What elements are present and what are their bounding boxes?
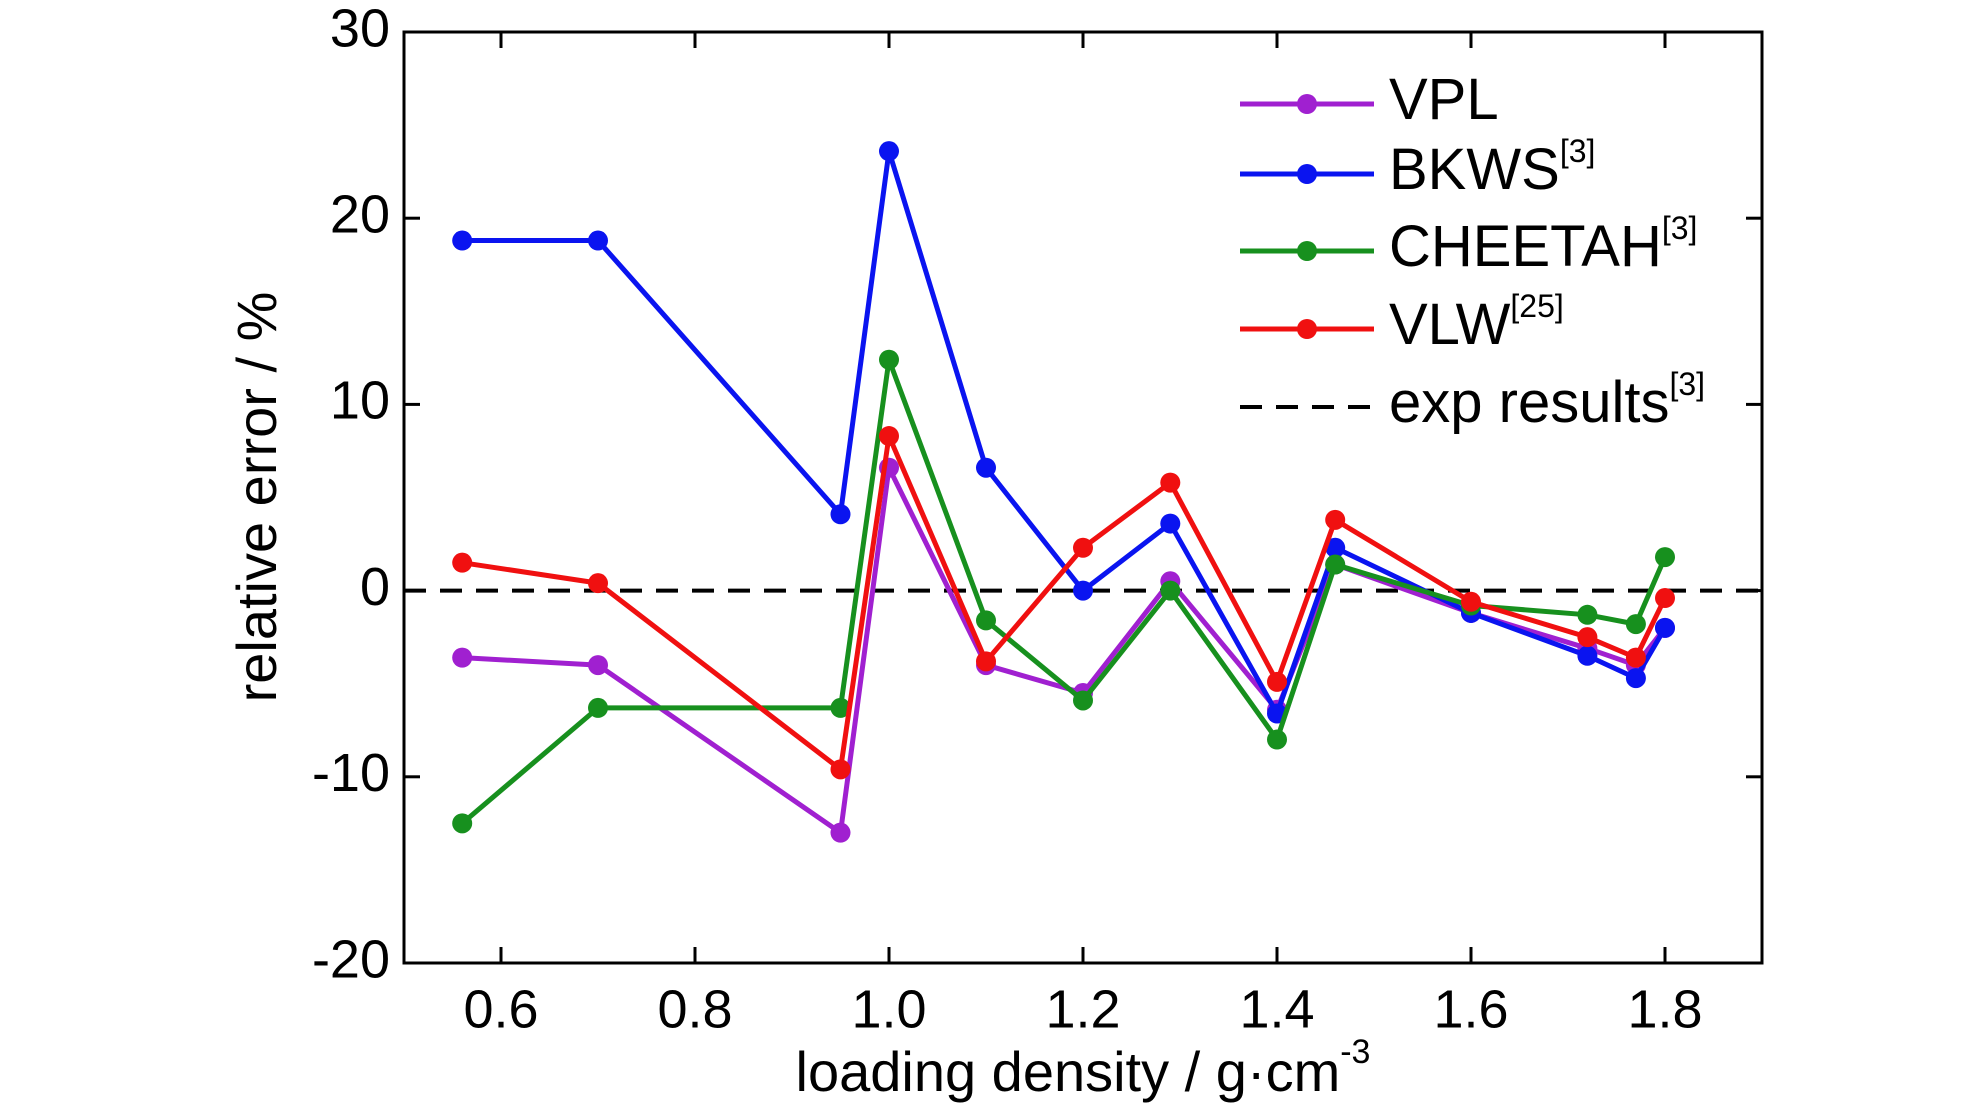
data-point (1073, 580, 1093, 601)
legend-name: VLW (1389, 292, 1511, 357)
x-axis-label: loading density / g·cm-3 (796, 1033, 1371, 1103)
data-point (1625, 668, 1646, 689)
y-tick-label: 10 (330, 371, 390, 431)
data-point (1655, 588, 1675, 609)
legend-marker (1297, 241, 1317, 261)
y-tick-label: 20 (330, 184, 390, 244)
data-point (1577, 627, 1598, 648)
legend-ref: [3] (1560, 133, 1596, 169)
data-point (879, 426, 899, 447)
legend-label: VLW[25] (1389, 288, 1564, 357)
data-point (1625, 614, 1646, 635)
x-axis-label-sup: -3 (1340, 1033, 1370, 1071)
legend-label: VPL (1389, 67, 1499, 132)
y-tick-label: -10 (312, 743, 390, 803)
data-point (879, 349, 899, 370)
legend-ref: [3] (1669, 366, 1705, 402)
y-tick-label: 0 (360, 557, 390, 617)
legend-label: BKWS[3] (1389, 133, 1595, 202)
data-point (452, 552, 473, 573)
data-point (1160, 580, 1181, 601)
data-point (1267, 671, 1287, 692)
legend-ref: [3] (1662, 210, 1698, 246)
series-line (461, 433, 1668, 772)
x-tick-label: 1.4 (1239, 979, 1314, 1039)
y-tick-label: -20 (312, 929, 390, 989)
x-tick-label: 1.6 (1433, 979, 1508, 1039)
x-tick-label: 0.8 (657, 979, 732, 1039)
data-point (1160, 472, 1181, 493)
legend-name: CHEETAH (1389, 214, 1662, 279)
legend-marker (1297, 319, 1317, 339)
data-point (1625, 647, 1646, 668)
data-point (588, 230, 608, 251)
data-point (830, 504, 851, 525)
legend-label: CHEETAH[3] (1389, 210, 1697, 279)
data-point (1160, 513, 1181, 534)
legend-label: exp results[3] (1389, 366, 1705, 435)
data-point (1461, 591, 1481, 612)
legend-name: exp results (1389, 370, 1669, 435)
legend-ref: [25] (1510, 288, 1563, 324)
data-point (830, 822, 851, 843)
data-point (976, 610, 996, 631)
data-point (1655, 617, 1675, 638)
data-point (830, 759, 851, 780)
x-tick-label: 1.2 (1045, 979, 1120, 1039)
y-axis-label: relative error / % (225, 292, 288, 703)
legend-marker (1297, 94, 1317, 114)
x-tick-label: 0.6 (463, 979, 538, 1039)
x-axis-label-text: loading density / g·cm (796, 1040, 1341, 1103)
data-point (830, 697, 851, 718)
data-point (588, 573, 608, 594)
data-point (879, 141, 899, 162)
data-point (1655, 547, 1675, 568)
data-point (1325, 537, 1346, 558)
legend-marker (1297, 164, 1317, 184)
data-point (588, 697, 608, 718)
data-point (452, 647, 473, 668)
legend-name: BKWS (1389, 137, 1560, 202)
data-point (1325, 509, 1346, 530)
data-point (1073, 537, 1093, 558)
data-point (1577, 604, 1598, 625)
data-point (976, 651, 996, 672)
data-point (976, 457, 996, 478)
data-point (1325, 554, 1346, 575)
y-tick-label: 30 (330, 0, 390, 58)
data-point (1577, 645, 1598, 666)
data-point (588, 655, 608, 676)
data-point (1073, 690, 1093, 711)
data-point (1267, 729, 1287, 750)
x-tick-label: 1.8 (1627, 979, 1702, 1039)
series-line (462, 465, 1667, 836)
legend-name: VPL (1389, 67, 1499, 132)
x-tick-label: 1.0 (851, 979, 926, 1039)
data-point (452, 813, 473, 834)
data-point (452, 230, 473, 251)
